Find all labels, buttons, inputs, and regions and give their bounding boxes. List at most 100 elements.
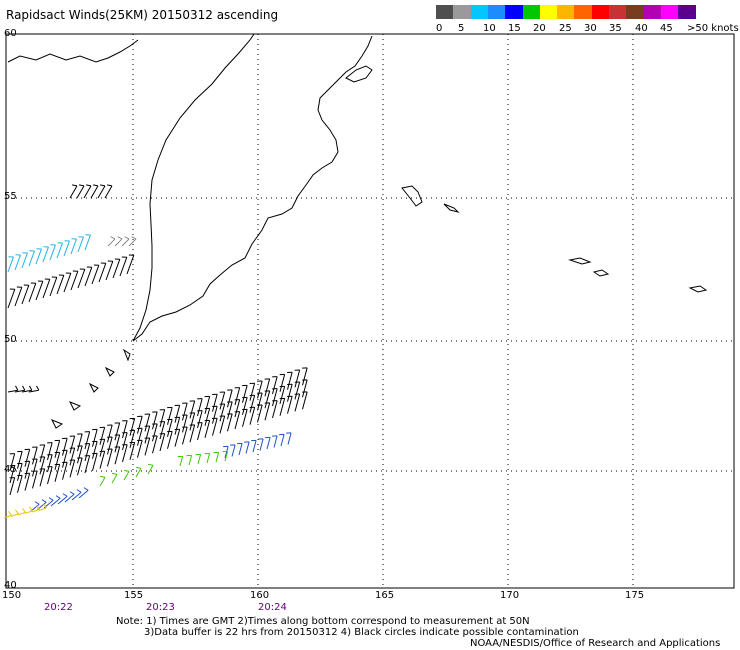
wind-barb-flag	[124, 236, 130, 240]
wind-barb	[294, 369, 301, 388]
wind-barb	[197, 398, 203, 417]
wind-barb	[279, 386, 286, 404]
wind-barb	[257, 392, 263, 411]
wind-barbs-gray	[107, 236, 137, 247]
wind-barb	[14, 389, 25, 393]
wind-barb-flag	[100, 475, 106, 478]
wind-barb-flag	[93, 184, 99, 187]
wind-barb	[83, 185, 92, 199]
wind-barb	[144, 413, 151, 432]
wind-barb	[147, 465, 154, 475]
wind-barb	[24, 510, 33, 514]
time-label-3: 20:24	[258, 602, 287, 613]
wind-barb	[182, 426, 188, 445]
wind-barb-flag	[48, 497, 54, 501]
legend-label-2: 10	[483, 23, 496, 34]
wind-barb	[32, 446, 38, 465]
wind-barb	[17, 463, 23, 481]
wind-barb	[204, 408, 211, 426]
wind-barb	[77, 236, 84, 253]
wind-barb	[7, 389, 18, 393]
wind-barb	[174, 429, 181, 447]
wind-barb	[219, 403, 226, 422]
wind-barb	[92, 441, 98, 459]
wind-barb	[92, 453, 98, 471]
wind-barb	[78, 489, 89, 499]
wind-barb	[70, 271, 79, 291]
wind-barb	[56, 275, 65, 295]
wind-barb	[114, 422, 121, 441]
wind-barb	[47, 466, 53, 485]
legend-swatch-9	[591, 5, 610, 19]
lon-label-170: 170	[500, 590, 520, 601]
time-label-1: 20:22	[44, 602, 73, 613]
lat-label-55: 55	[4, 191, 17, 202]
legend-label-6: 30	[584, 23, 597, 34]
wind-barb	[238, 443, 243, 456]
wind-barb	[197, 422, 203, 441]
aleutian-1	[568, 257, 592, 265]
wind-barb-flag	[22, 385, 26, 391]
wind-barb-flag	[36, 505, 40, 510]
wind-barb-flag	[62, 493, 68, 497]
wind-barb	[21, 285, 30, 305]
wind-barb	[234, 387, 241, 406]
wind-barb	[92, 429, 98, 447]
wind-barb	[62, 438, 68, 456]
wind-barb	[144, 437, 151, 456]
legend-label-7: 35	[609, 23, 622, 34]
wind-barb	[42, 279, 51, 299]
wind-barb	[17, 511, 26, 516]
lat-label-50: 50	[4, 334, 17, 345]
wind-barb	[10, 513, 19, 517]
kamchatka-coast	[132, 35, 373, 342]
wind-barb	[63, 240, 70, 257]
wind-barb	[242, 385, 248, 403]
wind-barb-flag	[131, 236, 137, 240]
wind-barb	[76, 185, 85, 199]
wind-barb	[9, 477, 16, 496]
wind-barb	[188, 455, 193, 466]
wind-barb	[272, 388, 278, 407]
wind-barb	[227, 389, 233, 408]
wind-barb	[273, 435, 278, 448]
wind-barb	[272, 376, 278, 395]
wind-barb	[56, 242, 63, 259]
wind-barb	[129, 430, 136, 448]
legend-swatch-3	[487, 5, 506, 19]
wind-barb	[159, 433, 166, 452]
wind-barb	[144, 425, 151, 444]
wind-barb	[98, 263, 107, 283]
karaginsky-island	[345, 65, 373, 83]
wind-barb	[35, 248, 42, 265]
coastline	[7, 33, 708, 429]
wind-barb	[182, 414, 188, 433]
wind-barb	[167, 431, 173, 449]
wind-barb	[249, 395, 256, 413]
wind-barb-flag	[76, 489, 82, 493]
wind-barb	[104, 185, 113, 199]
wind-barb	[97, 185, 106, 199]
wind-barb	[204, 396, 211, 414]
wind-barb	[9, 453, 16, 472]
wind-barb-flag	[79, 184, 85, 187]
wind-barb	[123, 471, 130, 481]
wind-barb	[21, 389, 32, 393]
wind-barb	[84, 431, 91, 450]
wind-barb	[14, 287, 23, 307]
lon-label-165: 165	[375, 590, 395, 601]
wind-barb	[119, 257, 128, 277]
legend-label-1: 5	[458, 23, 465, 34]
wind-barb	[47, 442, 53, 461]
time-label-2: 20:23	[146, 602, 175, 613]
wind-barb	[294, 393, 301, 412]
legend-label-9: 45	[660, 23, 673, 34]
legend-label-0: 0	[436, 23, 443, 34]
wind-barb	[32, 470, 38, 489]
legend-label-8: 40	[635, 23, 648, 34]
wind-barb	[227, 401, 233, 420]
aleutian-2	[592, 269, 610, 277]
wind-barb	[280, 434, 285, 447]
wind-barb-flag	[22, 508, 26, 513]
wind-barb	[14, 254, 21, 271]
